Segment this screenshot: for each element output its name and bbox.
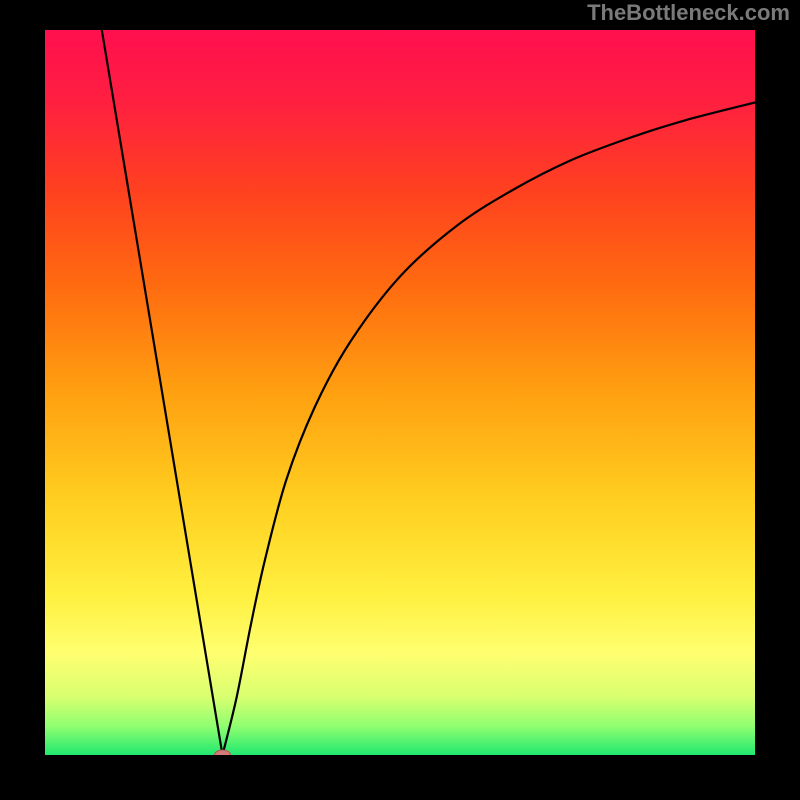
bottleneck-curve (45, 30, 755, 755)
attribution-text: TheBottleneck.com (587, 0, 790, 26)
chart-frame: TheBottleneck.com (0, 0, 800, 800)
plot-area (45, 30, 755, 755)
